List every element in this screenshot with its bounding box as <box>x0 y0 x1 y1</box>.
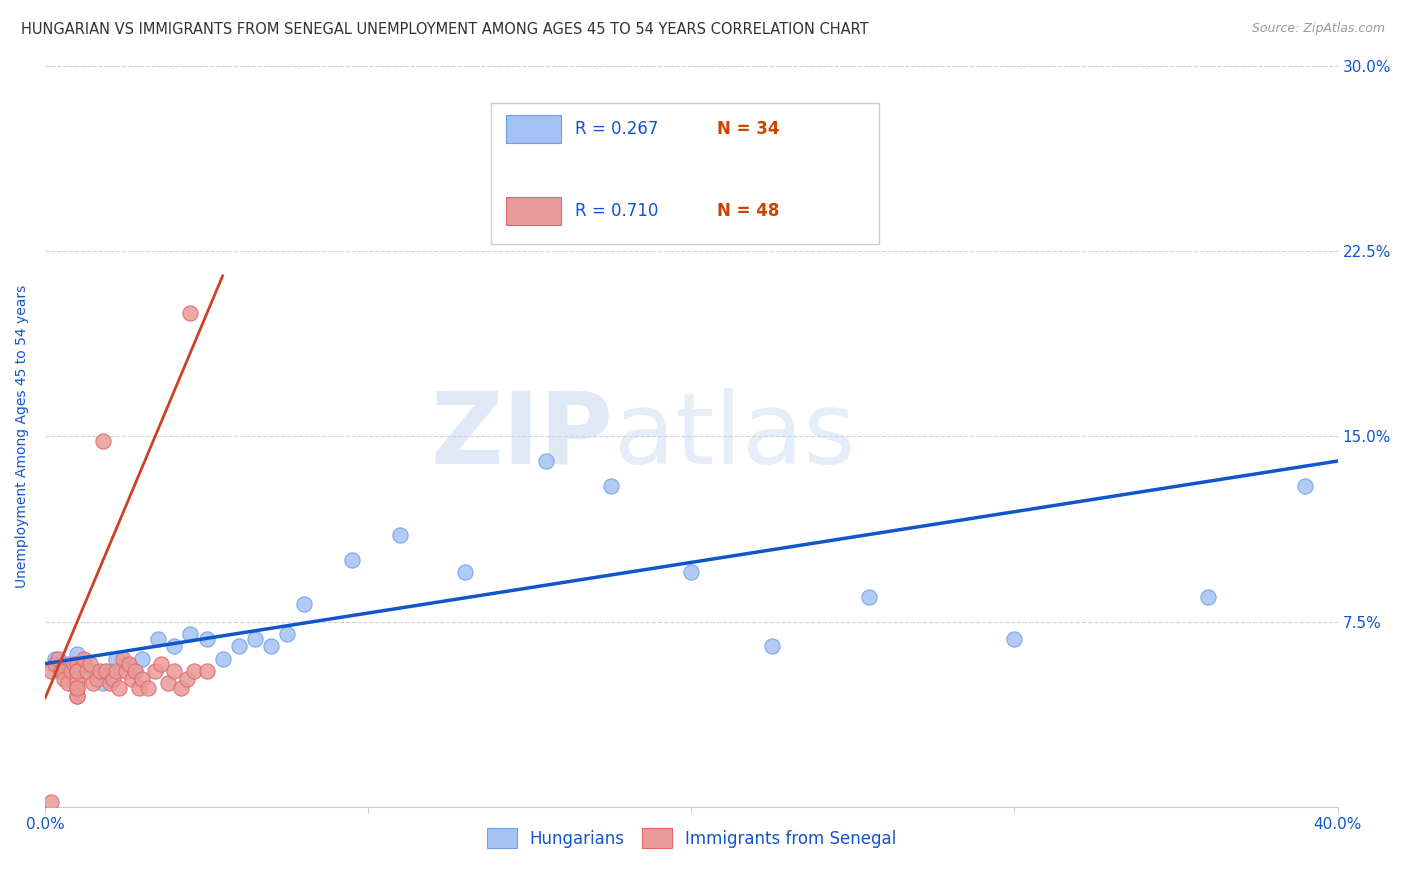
FancyBboxPatch shape <box>506 115 561 144</box>
Point <box>143 664 166 678</box>
Point <box>1004 632 1026 646</box>
Text: R = 0.710: R = 0.710 <box>575 202 658 220</box>
Point <box>534 454 557 468</box>
Point <box>44 652 66 666</box>
Point <box>91 434 114 449</box>
Point <box>146 632 169 646</box>
Point <box>76 664 98 678</box>
Point <box>82 664 104 678</box>
Point <box>66 689 89 703</box>
Text: atlas: atlas <box>614 388 855 485</box>
Point <box>66 647 89 661</box>
Point <box>1197 590 1219 604</box>
Point <box>131 652 153 666</box>
Point <box>170 681 193 696</box>
Point <box>121 672 143 686</box>
Point <box>118 657 141 671</box>
Point <box>66 664 89 678</box>
Point <box>56 676 79 690</box>
Point <box>108 681 131 696</box>
Point <box>389 528 412 542</box>
Point <box>66 672 89 686</box>
Y-axis label: Unemployment Among Ages 45 to 54 years: Unemployment Among Ages 45 to 54 years <box>15 285 30 588</box>
Point <box>124 664 146 678</box>
Point <box>53 672 76 686</box>
Point <box>131 672 153 686</box>
Point <box>73 652 96 666</box>
Point <box>105 652 128 666</box>
Point <box>156 676 179 690</box>
Point <box>114 664 136 678</box>
Point <box>66 689 89 703</box>
Point <box>138 681 160 696</box>
Point <box>211 652 233 666</box>
Point <box>73 657 96 671</box>
Point <box>89 664 111 678</box>
Point <box>114 657 136 671</box>
Point <box>276 627 298 641</box>
Legend: Hungarians, Immigrants from Senegal: Hungarians, Immigrants from Senegal <box>479 822 903 855</box>
Point <box>49 664 72 678</box>
Point <box>195 664 218 678</box>
Point <box>86 672 108 686</box>
Point <box>46 652 69 666</box>
Point <box>66 664 89 678</box>
Point <box>681 566 703 580</box>
FancyBboxPatch shape <box>506 197 561 225</box>
Point <box>66 676 89 690</box>
Point <box>195 632 218 646</box>
Point <box>66 657 89 671</box>
Point <box>66 681 89 696</box>
Point <box>228 640 250 654</box>
Point <box>163 640 186 654</box>
Point <box>1294 479 1316 493</box>
Point <box>260 640 283 654</box>
Point <box>183 664 205 678</box>
Point <box>98 664 121 678</box>
Point <box>91 676 114 690</box>
Point <box>41 664 63 678</box>
Point <box>150 657 173 671</box>
Point <box>163 664 186 678</box>
Text: Source: ZipAtlas.com: Source: ZipAtlas.com <box>1251 22 1385 36</box>
Point <box>111 652 134 666</box>
Point <box>179 627 201 641</box>
Point <box>858 590 880 604</box>
Point <box>105 664 128 678</box>
Text: N = 34: N = 34 <box>717 120 780 138</box>
Point <box>761 640 783 654</box>
Point <box>63 657 86 671</box>
Point <box>56 657 79 671</box>
Point <box>49 664 72 678</box>
Point <box>454 566 477 580</box>
Point <box>41 795 63 809</box>
Text: HUNGARIAN VS IMMIGRANTS FROM SENEGAL UNEMPLOYMENT AMONG AGES 45 TO 54 YEARS CORR: HUNGARIAN VS IMMIGRANTS FROM SENEGAL UNE… <box>21 22 869 37</box>
Point <box>292 598 315 612</box>
Text: R = 0.267: R = 0.267 <box>575 120 658 138</box>
Point <box>66 681 89 696</box>
Point <box>66 672 89 686</box>
Point <box>340 553 363 567</box>
Point <box>179 306 201 320</box>
Point <box>243 632 266 646</box>
Text: N = 48: N = 48 <box>717 202 779 220</box>
Point <box>44 657 66 671</box>
Point <box>599 479 621 493</box>
Point <box>101 672 124 686</box>
Point <box>128 681 150 696</box>
Point <box>176 672 198 686</box>
Point <box>59 664 82 678</box>
Point <box>98 676 121 690</box>
FancyBboxPatch shape <box>491 103 879 244</box>
Point <box>96 664 118 678</box>
Point <box>82 676 104 690</box>
Text: ZIP: ZIP <box>430 388 614 485</box>
Point <box>79 657 101 671</box>
Point <box>567 133 589 147</box>
Point <box>124 664 146 678</box>
